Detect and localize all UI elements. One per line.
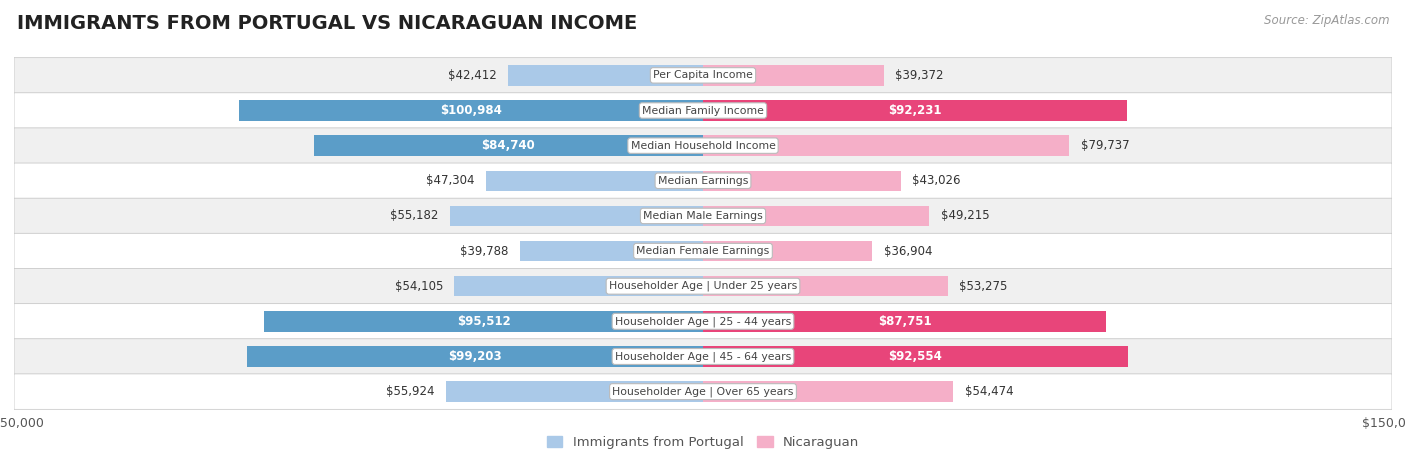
Text: $53,275: $53,275 <box>959 280 1008 293</box>
FancyBboxPatch shape <box>14 339 1392 374</box>
Bar <box>703 311 1107 332</box>
Text: Householder Age | Over 65 years: Householder Age | Over 65 years <box>612 386 794 397</box>
Bar <box>508 65 703 85</box>
FancyBboxPatch shape <box>14 269 1392 304</box>
Text: $49,215: $49,215 <box>941 209 990 222</box>
FancyBboxPatch shape <box>14 57 1392 93</box>
Bar <box>485 170 703 191</box>
Text: $92,554: $92,554 <box>889 350 942 363</box>
FancyBboxPatch shape <box>14 93 1392 128</box>
Text: Median Household Income: Median Household Income <box>630 141 776 151</box>
Text: $92,231: $92,231 <box>889 104 942 117</box>
FancyBboxPatch shape <box>14 198 1392 234</box>
Text: Median Earnings: Median Earnings <box>658 176 748 186</box>
Bar <box>454 276 703 297</box>
FancyBboxPatch shape <box>14 128 1392 163</box>
Text: $95,512: $95,512 <box>457 315 510 328</box>
Bar <box>450 206 703 226</box>
Bar <box>703 100 1126 120</box>
Text: Source: ZipAtlas.com: Source: ZipAtlas.com <box>1264 14 1389 27</box>
Text: $79,737: $79,737 <box>1081 139 1129 152</box>
Text: $54,105: $54,105 <box>395 280 443 293</box>
Text: $87,751: $87,751 <box>877 315 931 328</box>
Text: $42,412: $42,412 <box>449 69 496 82</box>
Legend: Immigrants from Portugal, Nicaraguan: Immigrants from Portugal, Nicaraguan <box>541 431 865 454</box>
Bar <box>703 135 1069 156</box>
Text: $39,372: $39,372 <box>896 69 943 82</box>
Bar <box>703 241 873 261</box>
Text: Median Male Earnings: Median Male Earnings <box>643 211 763 221</box>
FancyBboxPatch shape <box>14 163 1392 198</box>
Text: $43,026: $43,026 <box>912 174 960 187</box>
Bar <box>446 382 703 402</box>
Bar <box>703 170 901 191</box>
Text: $54,474: $54,474 <box>965 385 1014 398</box>
Text: $99,203: $99,203 <box>449 350 502 363</box>
Bar <box>703 206 929 226</box>
Bar <box>264 311 703 332</box>
Bar <box>247 347 703 367</box>
Text: Householder Age | Under 25 years: Householder Age | Under 25 years <box>609 281 797 291</box>
FancyBboxPatch shape <box>14 304 1392 339</box>
Bar <box>703 276 948 297</box>
Text: $84,740: $84,740 <box>481 139 536 152</box>
Bar <box>520 241 703 261</box>
Text: $39,788: $39,788 <box>460 245 509 258</box>
Bar <box>703 65 884 85</box>
Text: $55,182: $55,182 <box>389 209 439 222</box>
Text: Householder Age | 45 - 64 years: Householder Age | 45 - 64 years <box>614 351 792 362</box>
Bar <box>703 347 1128 367</box>
Text: $100,984: $100,984 <box>440 104 502 117</box>
Text: Median Female Earnings: Median Female Earnings <box>637 246 769 256</box>
Bar <box>703 382 953 402</box>
Text: Median Family Income: Median Family Income <box>643 106 763 115</box>
Text: IMMIGRANTS FROM PORTUGAL VS NICARAGUAN INCOME: IMMIGRANTS FROM PORTUGAL VS NICARAGUAN I… <box>17 14 637 33</box>
Text: $47,304: $47,304 <box>426 174 474 187</box>
Text: $55,924: $55,924 <box>387 385 434 398</box>
FancyBboxPatch shape <box>14 234 1392 269</box>
Text: Per Capita Income: Per Capita Income <box>652 71 754 80</box>
Text: Householder Age | 25 - 44 years: Householder Age | 25 - 44 years <box>614 316 792 326</box>
FancyBboxPatch shape <box>14 374 1392 410</box>
Bar <box>314 135 703 156</box>
Text: $36,904: $36,904 <box>884 245 932 258</box>
Bar <box>239 100 703 120</box>
